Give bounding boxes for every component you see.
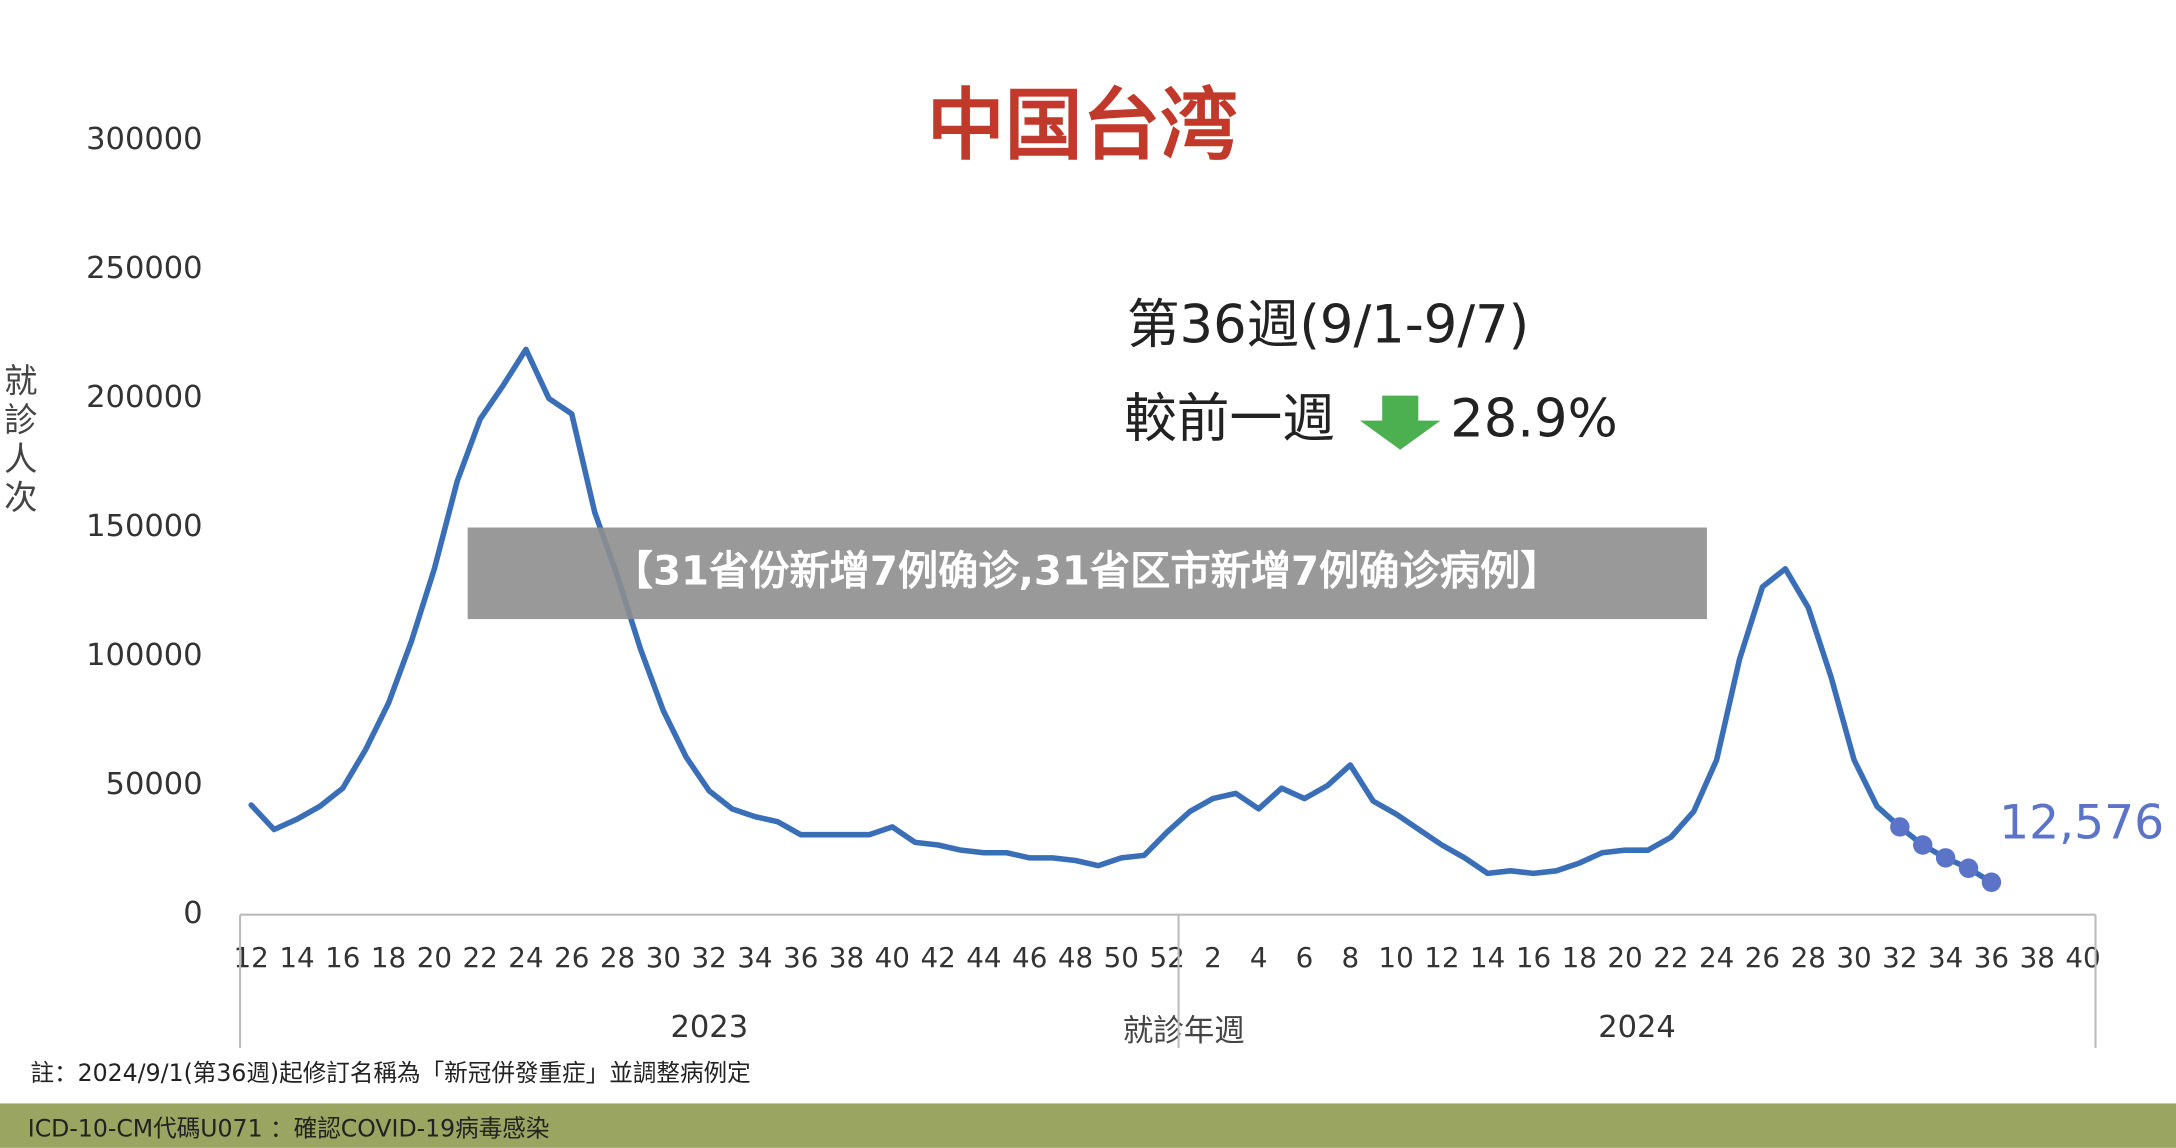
x-tick-label: 32 <box>691 941 726 974</box>
y-tick-label: 150000 <box>86 509 202 544</box>
x-tick-label: 26 <box>1745 941 1780 974</box>
x-tick-label: 8 <box>1341 941 1359 974</box>
y-axis-label-char: 人 <box>4 439 37 478</box>
x-tick-label: 30 <box>1836 941 1871 974</box>
x-tick-label: 26 <box>554 941 589 974</box>
x-tick-label: 12 <box>234 941 269 974</box>
x-tick-label: 24 <box>1699 941 1734 974</box>
x-tick-label: 20 <box>1607 941 1642 974</box>
banner-box <box>467 527 1707 620</box>
x-tick-label: 16 <box>1516 941 1551 974</box>
banner: 【31省份新增7例确诊,31省区市新增7例确诊病例】 <box>613 548 1561 594</box>
x-tick-label: 34 <box>737 941 772 974</box>
point-marker <box>1890 817 1910 837</box>
x-group-label: 2024 <box>1598 1010 1676 1045</box>
point-marker <box>1981 872 2002 892</box>
x-tick-label: 6 <box>1296 941 1314 974</box>
x-tick-label: 14 <box>1470 941 1505 974</box>
value-label: 12,576 <box>1999 795 2164 850</box>
x-tick-label: 46 <box>1012 941 1047 974</box>
x-tick-label: 22 <box>1653 941 1688 974</box>
footnote: 註：2024/9/1(第36週)起修訂名稱為「新冠併發重症」並調整病例定 <box>31 1059 751 1087</box>
x-tick-label: 22 <box>463 941 498 974</box>
x-tick-label: 4 <box>1250 941 1268 974</box>
point-marker <box>1935 848 1956 868</box>
footer: ICD-10-CM代碼U071 ：確認COVID-19病毒感染 <box>28 1114 550 1142</box>
x-tick-label: 32 <box>1882 941 1917 974</box>
line <box>248 346 1995 886</box>
x-group-label: 2023 <box>670 1010 748 1045</box>
x-axis-label: 就診年週 <box>1123 1014 1245 1049</box>
x-tick-label: 18 <box>1562 941 1597 974</box>
x-tick-label: 42 <box>920 941 955 974</box>
annotation-change: 28.9% <box>1450 389 1617 450</box>
x-tick-label: 12 <box>1424 941 1459 974</box>
x-tick-label: 28 <box>600 941 635 974</box>
footer-bar <box>0 1103 2176 1148</box>
x-tick-label: 2 <box>1204 941 1222 974</box>
y-axis-label-char: 診 <box>4 401 37 440</box>
x-tick-label: 40 <box>875 941 910 974</box>
annotation-compare: 較前一週 <box>1124 389 1335 450</box>
chart-title: 中国台湾 <box>927 81 1238 171</box>
x-tick-label: 44 <box>966 941 1001 974</box>
y-tick-label: 250000 <box>86 251 202 286</box>
y-tick-label: 100000 <box>86 638 202 673</box>
x-tick-label: 36 <box>1974 941 2009 974</box>
x-tick-label: 14 <box>279 941 314 974</box>
y-tick-label: 0 <box>183 896 202 931</box>
x-tick-label: 38 <box>2020 941 2055 974</box>
x-tick-label: 50 <box>1104 941 1139 974</box>
y-tick-label: 200000 <box>86 380 202 415</box>
down-arrow <box>1360 395 1441 450</box>
y-tick-label: 300000 <box>86 122 202 157</box>
x-tick-label: 18 <box>371 941 406 974</box>
x-tick-label: 38 <box>829 941 864 974</box>
x-tick-label: 20 <box>417 941 452 974</box>
x-tick-label: 24 <box>508 941 543 974</box>
x-tick-label: 16 <box>325 941 360 974</box>
x-tick-label: 34 <box>1928 941 1963 974</box>
y-axis-label-char: 次 <box>4 478 37 517</box>
x-tick-label: 10 <box>1378 941 1413 974</box>
annotation-week: 第36週(9/1-9/7) <box>1127 294 1529 355</box>
x-tick-label: 28 <box>1791 941 1826 974</box>
point-marker <box>1913 835 1933 855</box>
x-tick-label: 30 <box>646 941 681 974</box>
point-marker <box>1958 858 1979 878</box>
y-tick-label: 50000 <box>106 767 203 802</box>
plot: 0 50000 100000 150000 200000 250000 300000 12 14… <box>86 122 2164 1048</box>
y-axis-label-char: 就 <box>4 362 37 401</box>
x-tick-label: 48 <box>1058 941 1093 974</box>
x-tick-label: 36 <box>783 941 818 974</box>
